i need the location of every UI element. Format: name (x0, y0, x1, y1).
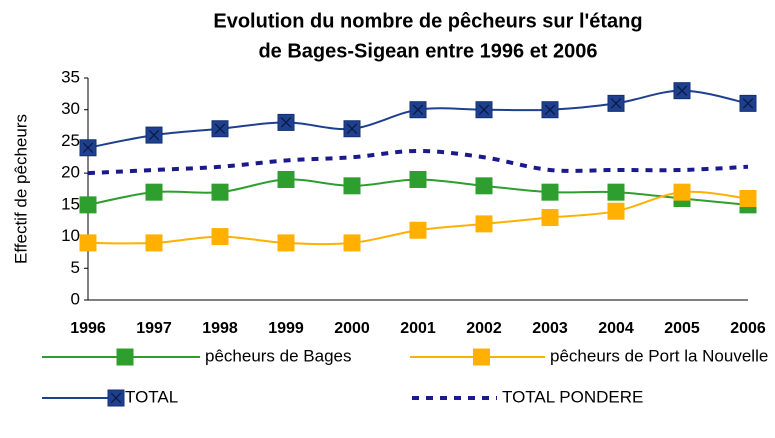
marker-cross (82, 142, 94, 153)
marker (475, 177, 493, 195)
marker (343, 177, 361, 195)
marker-cross (110, 392, 122, 404)
x-tick-label: 2002 (466, 320, 502, 337)
y-tick-label: 30 (61, 99, 80, 118)
x-tick-label: 1996 (70, 320, 106, 337)
marker (145, 183, 163, 201)
marker (79, 234, 97, 252)
x-tick-label: 2006 (730, 320, 766, 337)
legend-marker (116, 348, 134, 366)
x-tick-label: 2003 (532, 320, 568, 337)
marker (343, 234, 361, 252)
marker-cross (148, 129, 160, 141)
y-tick-label: 20 (61, 163, 80, 182)
marker (607, 202, 625, 220)
chart-title: Evolution du nombre de pêcheurs sur l'ét… (213, 10, 642, 32)
marker (607, 183, 625, 201)
x-tick-label: 2005 (664, 320, 700, 337)
marker (475, 215, 493, 233)
marker (211, 228, 229, 246)
marker-cross (610, 98, 622, 109)
x-tick-label: 1998 (202, 320, 238, 337)
y-tick-label: 25 (61, 131, 80, 150)
legend-label: TOTAL (125, 387, 178, 406)
marker (145, 234, 163, 252)
x-tick-label: 1999 (268, 320, 304, 337)
marker (541, 209, 559, 227)
series-line (87, 148, 749, 176)
marker (409, 170, 427, 188)
y-axis-label: Effectif de pêcheurs (11, 114, 30, 264)
y-tick-label: 15 (61, 194, 80, 213)
marker-cross (544, 104, 556, 115)
y-tick-label: 10 (61, 226, 80, 245)
legend-label: pêcheurs de Port la Nouvelle (550, 346, 768, 365)
marker-cross (412, 104, 424, 115)
series-line (87, 89, 749, 149)
y-tick-label: 0 (71, 289, 80, 308)
marker-cross (280, 117, 292, 128)
legend-label: TOTAL PONDERE (502, 387, 643, 406)
marker (673, 183, 691, 201)
y-tick-label: 5 (71, 258, 80, 277)
x-tick-label: 1997 (136, 320, 172, 337)
marker (541, 183, 559, 201)
x-tick-label: 2000 (334, 320, 370, 337)
marker (409, 221, 427, 239)
legend-marker (473, 348, 490, 366)
marker-cross (478, 104, 490, 115)
legend-label: pêcheurs de Bages (205, 346, 352, 365)
marker-cross (742, 98, 754, 109)
marker-cross (346, 123, 358, 134)
y-tick-label: 35 (61, 67, 80, 86)
marker (277, 170, 295, 188)
marker (739, 190, 757, 208)
marker (211, 183, 229, 201)
x-tick-label: 2004 (598, 320, 634, 337)
marker (277, 234, 295, 252)
marker (79, 196, 97, 214)
marker-cross (214, 123, 226, 134)
x-tick-label: 2001 (400, 320, 436, 337)
chart-title: de Bages-Sigean entre 1996 et 2006 (258, 40, 597, 62)
marker-cross (676, 85, 688, 96)
